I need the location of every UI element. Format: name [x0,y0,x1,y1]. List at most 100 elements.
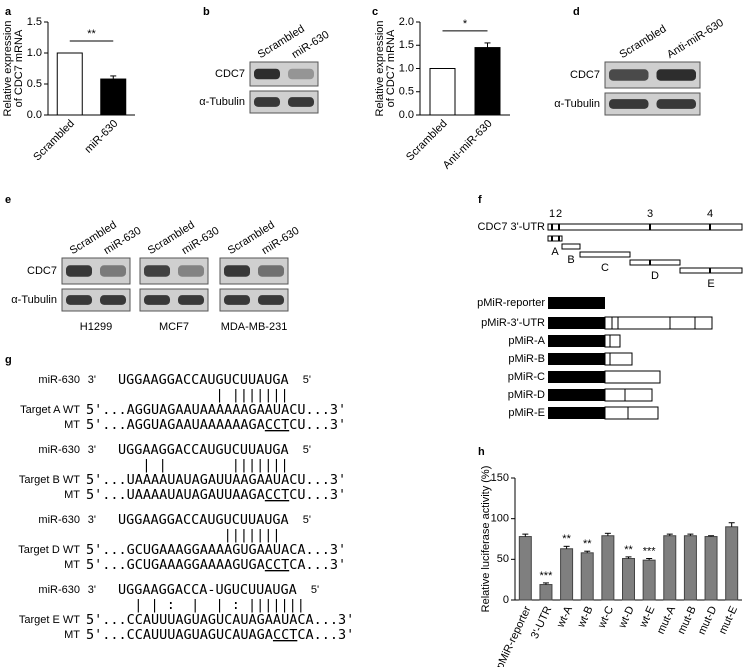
significance: ** [562,533,571,545]
bar [683,535,697,601]
x-tick-label: wt-D [616,604,637,631]
utr-label: CDC7 3'-UTR [478,221,546,233]
row-label: α-Tubulin [11,294,57,306]
target-label: Target E WT [19,614,80,626]
insert-bar [604,334,621,348]
target-label: MT [64,489,80,501]
bar [642,559,656,601]
target-sequence: 5'...GCUGAAAGGAAAAGUGAAUACA...3' [86,542,346,558]
mutant-sequence: 5'...GCUGAAAGGAAAAGUGACCTCA...3' [86,557,346,573]
sequence-part: CU...3' [289,417,346,433]
y-axis-label: of CDC7 mRNA [13,29,25,107]
blot-band [178,265,204,277]
mutated-bases: CCT [265,417,289,433]
blot-band [656,99,696,109]
x-tick-label: Scrambled [31,118,77,164]
y-tick-label: 50 [497,553,509,565]
row-label: CDC7 [570,69,600,81]
mirna-name: miR-630 [38,374,80,386]
blot-band [288,97,314,107]
insert-bar [604,406,659,420]
fragment [547,235,563,242]
x-tick-label: wt-E [637,604,658,630]
bar [474,47,501,116]
group-label: MDA-MB-231 [221,321,288,333]
bar [429,68,456,116]
mirna-sequence: UGGAAGGACCAUGUCUUAUGA [118,372,289,388]
lane-label: Anti-miR-630 [665,17,726,61]
blot-band [288,68,314,80]
target-label: MT [64,419,80,431]
y-axis-label: Relative expression [374,21,386,117]
target-label: MT [64,629,80,641]
bar [601,535,615,601]
sequence-part: CA...3' [289,557,346,573]
target-label: MT [64,559,80,571]
panel-label: g [5,354,12,366]
y-tick-label: 0.0 [399,109,414,121]
blot-strip [249,90,319,114]
blot-band [254,97,280,107]
mirna-sequence: UGGAAGGACCA-UGUCUUAUGA [118,582,297,598]
reporter-bar [548,371,605,383]
blot-band [258,295,284,305]
row-label: CDC7 [215,68,245,80]
blot-band [224,265,250,277]
target-label: Target A WT [20,404,80,416]
mirna-end: 5' [303,374,311,386]
blot-band [224,295,250,305]
target-sequence: 5'...CCAUUUAGUAGUCAUAGAAUACA...3' [86,612,354,628]
significance: * [463,18,468,30]
insert-bar [604,388,653,402]
blot-band [609,69,649,81]
blot-band [66,265,92,277]
y-tick-label: 2.0 [399,16,414,28]
construct-label: pMiR-C [508,371,545,383]
fragment-label: E [707,278,714,290]
x-tick-label: wt-A [554,604,575,631]
fragment-label: C [601,262,609,274]
sequence-part: 5'...GCUGAAAGGAAAAGUGA [86,557,265,573]
x-tick-label: wt-C [595,604,616,631]
y-axis-label: Relative expression [2,21,14,117]
sequence-part: CA...3' [297,627,354,643]
insert-bar [604,316,713,330]
reporter-bar [548,353,605,365]
mutant-sequence: 5'...UAAAAUAUAGAUUAAGACCTCU...3' [86,487,346,503]
blot-strip [604,92,701,116]
x-tick-label: Scrambled [404,118,450,164]
mirna-end: 3' [88,584,96,596]
mirna-name: miR-630 [38,584,80,596]
row-label: α-Tubulin [199,96,245,108]
site-label: 2 [556,208,562,220]
blot-band [609,99,649,109]
reporter-bar [548,317,605,329]
mirna-name: miR-630 [38,444,80,456]
row-label: α-Tubulin [554,98,600,110]
panel-label: h [478,446,485,458]
mirna-end: 5' [303,444,311,456]
bar [622,558,635,601]
site-label: 1 [549,208,555,220]
mirna-sequence: UGGAAGGACCAUGUCUUAUGA [118,442,289,458]
row-label: CDC7 [27,265,57,277]
mutated-bases: CCT [273,627,297,643]
bar [725,526,739,601]
blot-strip [139,288,209,312]
bar [560,548,574,601]
fragment [629,259,681,266]
bar [56,52,83,116]
reporter-bar [548,335,605,347]
blot-band [100,265,126,277]
target-label: Target B WT [19,474,80,486]
blot-band [100,295,126,305]
site-label: 4 [707,208,713,220]
mutated-bases: CCT [265,557,289,573]
panel-label: f [478,194,482,206]
mutated-bases: CCT [265,487,289,503]
blot-strip [219,288,289,312]
y-tick-label: 1.0 [27,47,42,59]
bar [100,78,127,116]
blot-band [258,265,284,277]
